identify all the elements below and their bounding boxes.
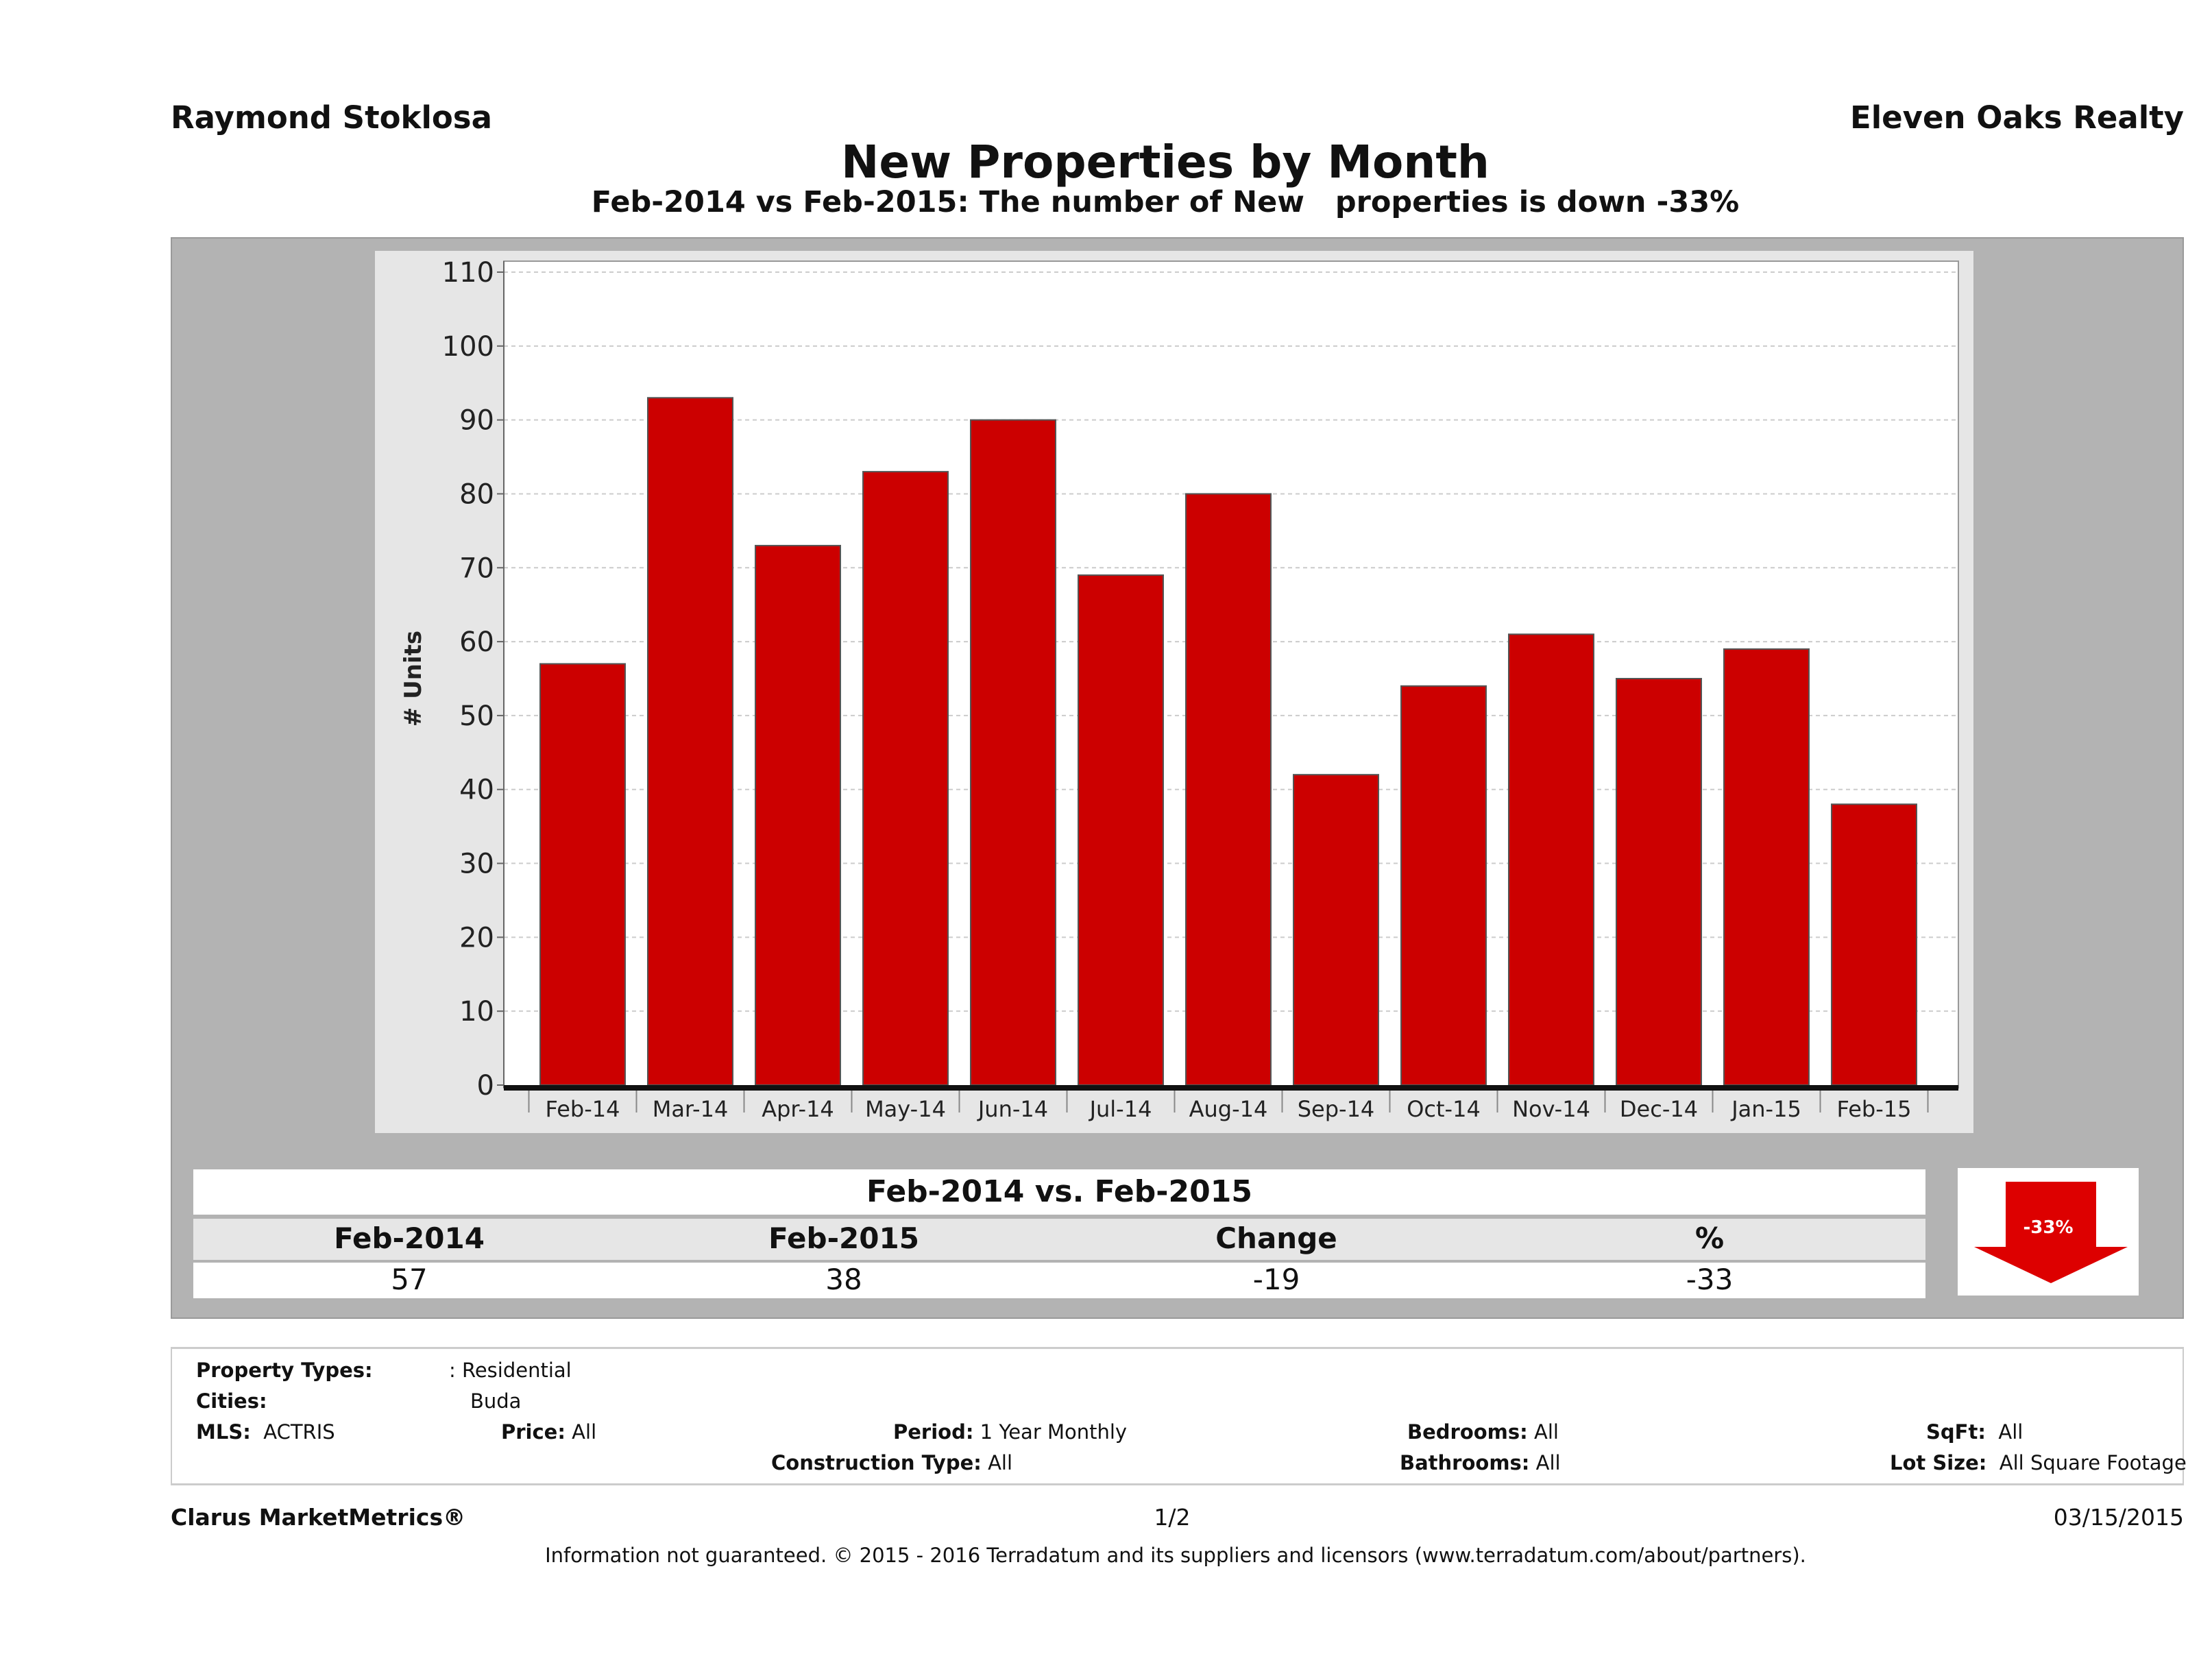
property-types-label: Property Types: <box>196 1359 373 1382</box>
comparison-header: Feb-2014 <box>334 1221 485 1255</box>
x-tick-label: Aug-14 <box>1189 1096 1268 1122</box>
construction-label: Construction Type: <box>771 1451 982 1474</box>
x-tick-label: Feb-14 <box>546 1096 620 1122</box>
badge-percent: -33% <box>2023 1217 2074 1238</box>
y-tick-label: 20 <box>459 922 494 953</box>
bar-may-14 <box>862 471 949 1086</box>
x-tick-label: Mar-14 <box>653 1096 729 1122</box>
price-value: All <box>572 1420 597 1444</box>
bathrooms-label: Bathrooms: <box>1400 1451 1530 1474</box>
y-tick-label: 40 <box>459 775 494 806</box>
y-tick-label: 70 <box>459 552 494 584</box>
down-arrow-icon <box>1974 1182 2128 1283</box>
y-tick-label: 50 <box>459 701 494 732</box>
x-tick-label: Jun-14 <box>977 1096 1048 1122</box>
bar-aug-14 <box>1185 493 1272 1086</box>
change-badge: -33% <box>1958 1168 2139 1296</box>
sqft-label: SqFt: <box>1926 1420 1986 1444</box>
y-tick-label: 80 <box>459 478 494 510</box>
period-label: Period: <box>893 1420 974 1444</box>
comparison-header: Feb-2015 <box>768 1221 919 1255</box>
comparison-title: Feb-2014 vs. Feb-2015 <box>866 1174 1252 1209</box>
bar-jul-14 <box>1078 574 1164 1086</box>
y-tick-label: 10 <box>459 996 494 1028</box>
bar-dec-14 <box>1616 678 1702 1086</box>
bar-mar-14 <box>647 397 733 1086</box>
x-tick-label: Nov-14 <box>1512 1096 1590 1122</box>
comparison-value: 57 <box>391 1263 428 1296</box>
construction-value: All <box>988 1451 1013 1474</box>
mls-value: ACTRIS <box>263 1420 335 1444</box>
page-number: 1/2 <box>1154 1504 1191 1531</box>
cities-value: Buda <box>470 1389 522 1413</box>
report-date: 03/15/2015 <box>2053 1504 2184 1531</box>
disclaimer: Information not guaranteed. © 2015 - 201… <box>545 1544 1806 1567</box>
mls-label: MLS: <box>196 1420 251 1444</box>
comparison-values-row <box>193 1263 1925 1298</box>
bedrooms-value: All <box>1533 1420 1559 1444</box>
price-label: Price: <box>501 1420 566 1444</box>
brokerage-name: Eleven Oaks Realty <box>1849 99 2184 136</box>
bar-apr-14 <box>755 544 841 1086</box>
comparison-value: 38 <box>825 1263 862 1296</box>
x-tick-label: Jul-14 <box>1089 1096 1152 1122</box>
comparison-value: -33 <box>1686 1263 1734 1296</box>
x-tick-label: Feb-15 <box>1837 1096 1912 1122</box>
x-tick-label: May-14 <box>865 1096 946 1122</box>
footer-brand: Clarus MarketMetrics® <box>171 1504 466 1531</box>
x-tick-label: Sep-14 <box>1298 1096 1375 1122</box>
bar-sep-14 <box>1293 774 1379 1086</box>
sqft-value: All <box>1998 1420 2023 1444</box>
bedrooms-label: Bedrooms: <box>1407 1420 1528 1444</box>
lot-size-value: All Square Footage <box>1999 1451 2187 1474</box>
x-tick-label: Jan-15 <box>1730 1096 1801 1122</box>
x-tick-label: Apr-14 <box>762 1096 834 1122</box>
comparison-header-row <box>193 1219 1925 1260</box>
comparison-header: Change <box>1215 1221 1337 1255</box>
cities-label: Cities: <box>196 1389 267 1413</box>
bar-jan-15 <box>1723 648 1810 1086</box>
y-axis-label: # Units <box>400 631 427 727</box>
comparison-header: % <box>1694 1221 1725 1255</box>
agent-name: Raymond Stoklosa <box>171 99 492 136</box>
lot-size-label: Lot Size: <box>1890 1451 1987 1474</box>
y-tick-label: 60 <box>459 627 494 658</box>
chart-subtitle: Feb-2014 vs Feb-2015: The number of New … <box>591 185 1740 219</box>
x-tick-label: Oct-14 <box>1407 1096 1481 1122</box>
y-tick-label: 110 <box>442 257 494 289</box>
period-value: 1 Year Monthly <box>980 1420 1128 1444</box>
property-types-value: : Residential <box>449 1359 572 1382</box>
bar-nov-14 <box>1508 633 1594 1086</box>
filters-box <box>171 1347 2184 1485</box>
bar-jun-14 <box>970 419 1056 1086</box>
chart-title: New Properties by Month <box>841 136 1490 189</box>
bar-feb-14 <box>539 663 626 1086</box>
comparison-value: -19 <box>1252 1263 1300 1296</box>
bar-oct-14 <box>1400 685 1487 1086</box>
x-tick-label: Dec-14 <box>1620 1096 1698 1122</box>
comparison-title-row: Feb-2014 vs. Feb-2015 <box>193 1169 1925 1215</box>
y-tick-label: 90 <box>459 405 494 437</box>
y-tick-label: 100 <box>442 331 494 363</box>
bathrooms-value: All <box>1535 1451 1561 1474</box>
bar-feb-15 <box>1831 803 1917 1086</box>
y-tick-label: 0 <box>477 1070 494 1102</box>
y-tick-label: 30 <box>459 849 494 880</box>
